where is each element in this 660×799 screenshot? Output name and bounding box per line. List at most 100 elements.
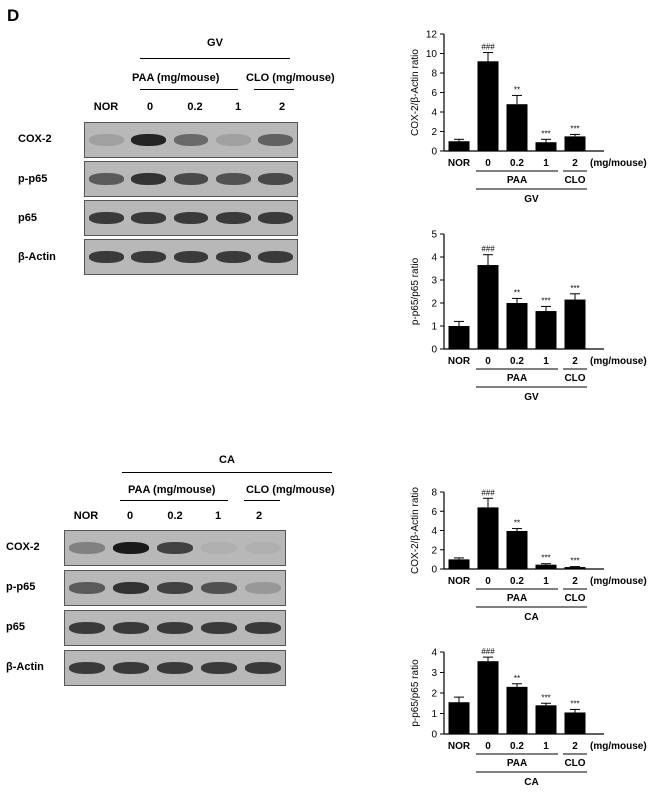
significance-label: ***	[570, 699, 579, 708]
blot-band	[173, 251, 209, 263]
paa-line	[140, 89, 238, 90]
paa-label: PAA	[507, 758, 527, 769]
blot-band	[68, 622, 106, 634]
lane-label-nor: NOR	[73, 510, 99, 522]
blot-band	[112, 542, 150, 554]
blot-strip	[84, 200, 298, 236]
x-tick-label: 0	[485, 356, 491, 367]
significance-label: ***	[570, 284, 579, 293]
significance-label: ***	[541, 129, 550, 138]
blot-band	[131, 173, 166, 185]
unit-label: (mg/mouse)	[590, 741, 647, 752]
clo-dose-label: CLO (mg/mouse)	[246, 484, 335, 496]
blot-strip	[84, 161, 298, 197]
x-tick-label: NOR	[448, 356, 471, 367]
y-tick-label: 0	[431, 147, 437, 158]
significance-label: ***	[570, 124, 579, 133]
bar	[535, 564, 557, 569]
x-tick-label: 0	[485, 741, 491, 752]
y-axis-label: p-p65/p65 ratio	[410, 257, 421, 325]
significance-label: ***	[570, 557, 579, 566]
blot-band	[131, 251, 166, 263]
blot-band	[131, 212, 166, 224]
group-label: CA	[524, 777, 538, 788]
y-tick-label: 0	[431, 345, 437, 356]
y-tick-label: 6	[431, 88, 437, 99]
bar	[448, 326, 470, 349]
y-axis-label: COX-2/β-Actin ratio	[410, 487, 421, 574]
blot-band	[244, 622, 282, 634]
unit-label: (mg/mouse)	[590, 356, 647, 367]
paa-line	[120, 500, 228, 501]
lane-label-1: 1	[234, 101, 242, 113]
blot-band	[244, 582, 282, 594]
blot-strip	[84, 239, 298, 275]
x-tick-label: 0	[485, 576, 491, 587]
paa-label: PAA	[507, 593, 527, 604]
blot-band	[156, 662, 194, 674]
lane-label-0-2: 0.2	[167, 510, 183, 522]
y-tick-label: 1	[431, 709, 437, 720]
group-label: GV	[524, 392, 539, 403]
x-tick-label: 0.2	[510, 158, 524, 169]
lane-label-2: 2	[278, 101, 286, 113]
y-tick-label: 0	[431, 565, 437, 576]
blot-strip	[64, 570, 286, 606]
blot-band	[258, 251, 294, 263]
blot-band	[156, 582, 194, 594]
significance-label: ***	[541, 554, 550, 563]
bar	[477, 661, 499, 734]
y-tick-label: 5	[431, 230, 437, 241]
blot-strip	[64, 530, 286, 566]
x-tick-label: 0.2	[510, 576, 524, 587]
x-tick-label: 2	[572, 741, 578, 752]
significance-label: **	[514, 288, 520, 297]
blot-band	[156, 622, 194, 634]
blot-band	[200, 582, 238, 594]
x-tick-label: NOR	[448, 741, 471, 752]
y-tick-label: 1	[431, 322, 437, 333]
clo-label: CLO	[564, 373, 585, 384]
blot-band	[200, 622, 238, 634]
significance-label: ###	[481, 43, 495, 52]
bar	[535, 705, 557, 734]
blot-band	[200, 542, 238, 554]
bar	[477, 61, 499, 151]
group-label: CA	[524, 612, 538, 623]
paa-label: PAA	[507, 175, 527, 186]
y-tick-label: 2	[431, 545, 437, 556]
bar	[506, 686, 528, 734]
blot-band	[216, 173, 251, 185]
y-tick-label: 10	[426, 49, 438, 60]
significance-label: **	[514, 674, 520, 683]
x-tick-label: NOR	[448, 576, 471, 587]
bar	[506, 104, 528, 151]
significance-label: ###	[481, 245, 495, 254]
bar	[448, 559, 470, 569]
bar	[535, 142, 557, 151]
blot-group-label: GV	[207, 37, 223, 49]
y-tick-label: 4	[431, 108, 437, 119]
blot-band	[156, 542, 194, 554]
lane-label-0: 0	[126, 510, 134, 522]
clo-label: CLO	[564, 175, 585, 186]
ca-cox2-bar-chart: 0 2 4 6 8 COX-2/β-Actin ratio NOR ### 0 ** 0.2 *** 1…	[410, 487, 647, 623]
significance-label: ###	[481, 647, 495, 656]
blot-band	[216, 251, 251, 263]
bar	[448, 702, 470, 734]
lane-label-0-2: 0.2	[187, 101, 203, 113]
row-label-cox2: COX-2	[18, 133, 52, 145]
y-tick-label: 2	[431, 299, 437, 310]
lane-label-0: 0	[146, 101, 154, 113]
x-tick-label: 1	[543, 741, 549, 752]
y-tick-label: 0	[431, 730, 437, 741]
ca-p-p65-bar-chart: 0 1 2 3 4 p-p65/p65 ratio NOR ### 0 ** 0.2 *** 1 *** 2…	[410, 647, 647, 788]
significance-label: **	[514, 519, 520, 528]
row-label-cox2: COX-2	[6, 541, 40, 553]
blot-strip	[64, 610, 286, 646]
x-tick-label: 2	[572, 158, 578, 169]
blot-band	[112, 582, 150, 594]
bar	[564, 567, 586, 569]
blot-band	[173, 212, 209, 224]
